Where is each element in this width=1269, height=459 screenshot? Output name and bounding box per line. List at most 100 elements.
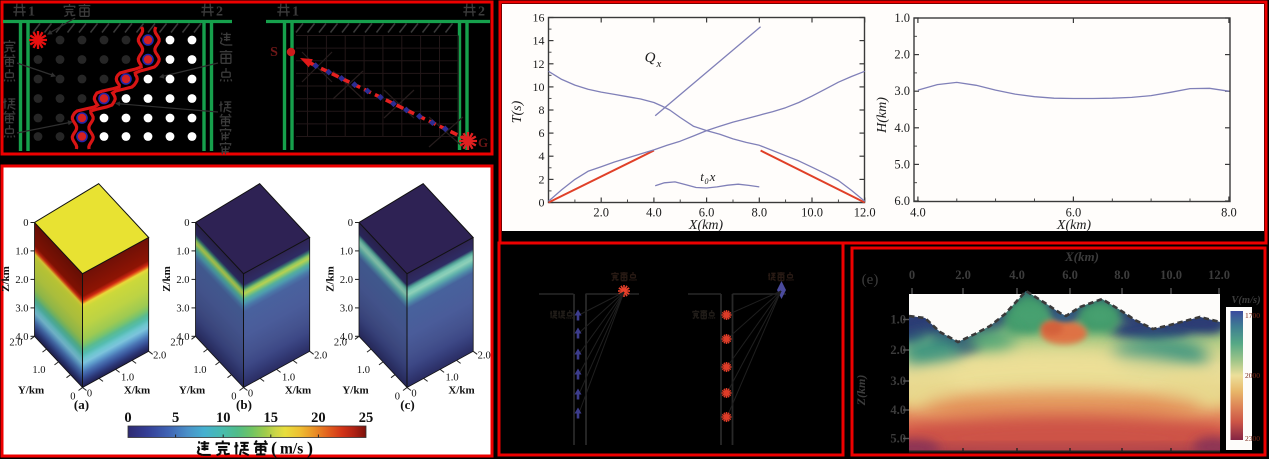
svg-text:0: 0: [87, 389, 92, 400]
svg-text:4.0: 4.0: [15, 332, 28, 343]
svg-text:12.0: 12.0: [854, 206, 876, 220]
svg-text:Z/km: Z/km: [161, 266, 173, 292]
svg-text:1.0: 1.0: [121, 372, 134, 383]
svg-text:1: 1: [28, 5, 35, 20]
svg-text:2: 2: [216, 5, 223, 20]
svg-text:4.0: 4.0: [894, 121, 910, 135]
svg-text:0: 0: [909, 268, 915, 282]
svg-text:8.0: 8.0: [1114, 268, 1130, 282]
svg-text:Z/km: Z/km: [325, 266, 337, 292]
svg-text:8.0: 8.0: [751, 206, 767, 220]
svg-text:4.0: 4.0: [340, 332, 353, 343]
svg-text:2.0: 2.0: [314, 350, 327, 361]
svg-text:H(km): H(km): [875, 97, 890, 134]
svg-text:6.0: 6.0: [1066, 206, 1082, 220]
svg-text:2.0: 2.0: [593, 206, 609, 220]
svg-text:1.0: 1.0: [193, 365, 206, 376]
svg-text:t: t: [700, 169, 704, 184]
svg-text:6.0: 6.0: [1062, 268, 1078, 282]
svg-text:2.0: 2.0: [15, 275, 28, 286]
svg-text:Y/km: Y/km: [342, 385, 368, 397]
svg-text:X/km: X/km: [448, 385, 474, 397]
svg-text:1.0: 1.0: [340, 246, 353, 257]
svg-text:S: S: [270, 45, 278, 60]
svg-text:x: x: [709, 169, 716, 184]
svg-text:2.0: 2.0: [170, 337, 183, 348]
svg-text:12.0: 12.0: [1208, 268, 1230, 282]
svg-text:12: 12: [533, 57, 545, 71]
svg-text:2.0: 2.0: [176, 275, 189, 286]
svg-text:): ): [307, 438, 313, 459]
svg-text:5.0: 5.0: [890, 432, 906, 446]
svg-text:G: G: [478, 135, 488, 150]
svg-text:25: 25: [359, 410, 374, 426]
svg-text:2.0: 2.0: [340, 275, 353, 286]
svg-text:1.0: 1.0: [282, 372, 295, 383]
svg-text:10.0: 10.0: [801, 206, 823, 220]
svg-text:0: 0: [539, 196, 545, 210]
svg-text:V(m/s): V(m/s): [1231, 295, 1260, 306]
svg-text:X(km): X(km): [1056, 218, 1092, 233]
svg-text:(c): (c): [400, 397, 414, 412]
svg-text:6.0: 6.0: [699, 206, 715, 220]
svg-text:Z/km: Z/km: [0, 266, 12, 292]
svg-text:1.0: 1.0: [890, 313, 906, 327]
svg-text:3.0: 3.0: [15, 303, 28, 314]
svg-text:(: (: [271, 438, 277, 459]
svg-text:15: 15: [264, 410, 279, 426]
svg-text:4.0: 4.0: [910, 206, 926, 220]
svg-text:2: 2: [478, 5, 485, 20]
svg-text:3.0: 3.0: [894, 84, 910, 98]
svg-text:10: 10: [533, 80, 545, 94]
svg-text:2300: 2300: [1245, 434, 1260, 443]
svg-text:8.0: 8.0: [1221, 206, 1237, 220]
svg-text:1.0: 1.0: [176, 246, 189, 257]
svg-text:4.0: 4.0: [176, 332, 189, 343]
svg-text:16: 16: [533, 11, 545, 25]
svg-text:0: 0: [705, 177, 709, 186]
svg-text:Y/km: Y/km: [18, 385, 44, 397]
svg-text:(a): (a): [74, 397, 89, 412]
svg-text:Q: Q: [645, 50, 656, 66]
svg-text:2.0: 2.0: [478, 350, 491, 361]
svg-text:4.0: 4.0: [1009, 268, 1025, 282]
svg-text:4.0: 4.0: [646, 206, 662, 220]
svg-text:4: 4: [539, 149, 545, 163]
svg-text:1700: 1700: [1245, 311, 1260, 320]
svg-text:1.0: 1.0: [15, 246, 28, 257]
svg-text:1.0: 1.0: [357, 365, 370, 376]
svg-text:3.0: 3.0: [340, 303, 353, 314]
svg-text:2.0: 2.0: [890, 343, 906, 357]
svg-text:2: 2: [539, 172, 545, 186]
svg-text:0: 0: [348, 218, 353, 229]
svg-text:5.0: 5.0: [894, 157, 910, 171]
svg-text:2000: 2000: [1245, 371, 1260, 380]
svg-text:1.0: 1.0: [446, 372, 459, 383]
svg-text:T(s): T(s): [510, 100, 525, 123]
svg-text:0: 0: [395, 392, 400, 403]
svg-text:0: 0: [23, 218, 28, 229]
svg-text:0: 0: [124, 410, 131, 426]
svg-text:0: 0: [248, 389, 253, 400]
svg-text:Z(km): Z(km): [854, 375, 868, 407]
svg-text:X(km): X(km): [688, 218, 724, 233]
svg-text:6.0: 6.0: [894, 194, 910, 208]
svg-text:8: 8: [539, 103, 545, 117]
svg-text:2.0: 2.0: [153, 350, 166, 361]
svg-text:(b): (b): [236, 397, 252, 412]
svg-text:6: 6: [539, 126, 545, 140]
svg-text:X/km: X/km: [285, 385, 311, 397]
svg-text:1.0: 1.0: [32, 365, 45, 376]
svg-text:1.0: 1.0: [894, 11, 910, 25]
svg-text:4.0: 4.0: [890, 403, 906, 417]
svg-text:1: 1: [292, 5, 299, 20]
svg-text:m/s: m/s: [280, 441, 303, 458]
svg-text:2.0: 2.0: [334, 337, 347, 348]
svg-text:0: 0: [411, 389, 416, 400]
svg-text:2.0: 2.0: [894, 48, 910, 62]
svg-text:0: 0: [231, 392, 236, 403]
svg-text:X/km: X/km: [124, 385, 150, 397]
svg-text:10.0: 10.0: [1160, 268, 1182, 282]
svg-text:0: 0: [184, 218, 189, 229]
svg-text:0: 0: [70, 392, 75, 403]
